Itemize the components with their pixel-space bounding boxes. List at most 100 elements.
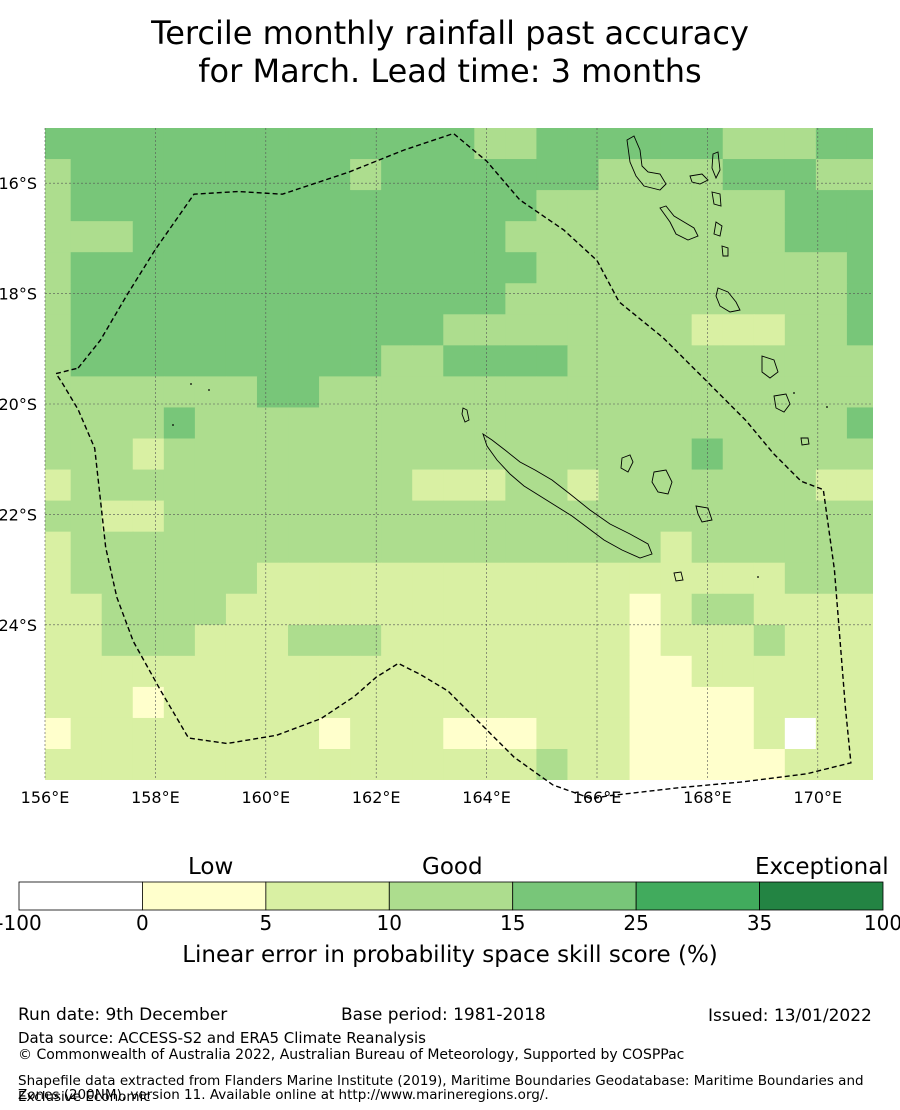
grid-cell <box>784 717 817 750</box>
grid-cell <box>132 531 165 564</box>
colorbar-tick-label: 5 <box>259 911 273 935</box>
grid-cell <box>753 593 786 626</box>
grid-cell <box>722 593 755 626</box>
grid-cell <box>567 407 600 440</box>
grid-cell <box>536 469 569 502</box>
grid-cell <box>132 159 165 191</box>
grid-cell <box>412 128 444 160</box>
grid-cell <box>256 376 289 409</box>
grid-cell <box>132 717 165 750</box>
grid-cell <box>846 128 873 160</box>
grid-cell <box>350 283 382 315</box>
grid-cell <box>443 376 475 409</box>
grid-cell <box>45 407 72 440</box>
grid-cell <box>381 376 413 409</box>
grid-cell <box>722 190 755 222</box>
grid-cell <box>350 811 382 820</box>
grid-cell <box>660 252 693 284</box>
grid-cell <box>536 749 569 780</box>
grid-cell <box>723 811 755 820</box>
grid-cell <box>225 345 258 377</box>
grid-cell <box>381 221 413 253</box>
grid-cell <box>536 407 569 440</box>
grid-cell <box>288 655 320 688</box>
grid-cell <box>722 624 755 657</box>
grid-cell <box>567 593 600 626</box>
grid-cell <box>256 500 289 533</box>
grid-cell <box>132 469 165 502</box>
grid-cell <box>505 159 538 191</box>
grid-cell <box>101 283 134 315</box>
grid-cell <box>70 655 103 688</box>
grid-cell <box>45 128 72 160</box>
grid-cell <box>474 811 506 820</box>
grid-cell <box>536 438 569 471</box>
grid-cell <box>412 531 444 564</box>
grid-cell <box>45 221 72 253</box>
grid-cell <box>257 811 289 820</box>
grid-cell <box>319 780 351 812</box>
grid-cell <box>101 314 134 346</box>
grid-cell <box>443 811 475 820</box>
grid-cell <box>784 345 817 377</box>
grid-cell <box>629 314 662 346</box>
grid-cell <box>878 345 900 377</box>
colorbar-segment <box>18 881 143 911</box>
grid-cell <box>443 159 475 191</box>
grid-cell <box>598 531 631 564</box>
grid-cell <box>71 811 103 820</box>
grid-cell <box>784 500 817 533</box>
grid-cell <box>846 190 873 222</box>
grid-cell <box>225 531 258 564</box>
grid-cell <box>598 717 631 750</box>
islet-dot <box>208 389 210 391</box>
grid-cell <box>381 128 413 160</box>
grid-cell <box>722 438 755 471</box>
grid-cell <box>505 500 538 533</box>
grid-cell <box>350 593 382 626</box>
eez-boundary <box>54 132 852 800</box>
grid-cell <box>319 624 351 657</box>
grid-cell <box>9 314 41 346</box>
grid-cell <box>878 687 900 719</box>
grid-cell <box>816 811 848 820</box>
grid-cell <box>784 314 817 346</box>
grid-cell <box>412 438 444 471</box>
grid-cell <box>629 128 662 160</box>
grid-cell <box>722 562 755 595</box>
grid-cell <box>815 438 848 471</box>
grid-cell <box>753 221 786 253</box>
grid-cell <box>536 655 569 688</box>
grid-cell <box>9 470 41 502</box>
grid-cell <box>536 190 569 222</box>
grid-cell <box>567 531 600 564</box>
grid-cell <box>132 345 165 377</box>
grid-cell <box>598 376 631 409</box>
grid-cell <box>319 438 351 471</box>
grid-cell <box>101 531 134 564</box>
grid-cell <box>101 655 134 688</box>
grid-cell <box>381 531 413 564</box>
grid-cell <box>163 190 196 222</box>
grid-cell <box>350 376 382 409</box>
grid-cell <box>132 686 165 719</box>
grid-cell <box>45 562 72 595</box>
grid-cell <box>319 190 351 222</box>
grid-cell <box>784 190 817 222</box>
grid-cell <box>567 438 600 471</box>
grid-cell <box>70 749 103 780</box>
islet-dot <box>190 383 192 385</box>
grid-cell <box>660 438 693 471</box>
grid-cell <box>256 655 289 688</box>
grid-cell <box>660 562 693 595</box>
grid-cell <box>381 562 413 595</box>
gridlines <box>44 128 873 780</box>
grid-cell <box>288 469 320 502</box>
grid-cell <box>474 593 506 626</box>
grid-cell <box>9 749 41 781</box>
grid-cell <box>256 749 289 780</box>
grid-cell <box>194 500 227 533</box>
colorbar-label: Linear error in probability space skill … <box>182 942 718 968</box>
grid-cell <box>815 717 848 750</box>
island-outline <box>773 393 791 413</box>
